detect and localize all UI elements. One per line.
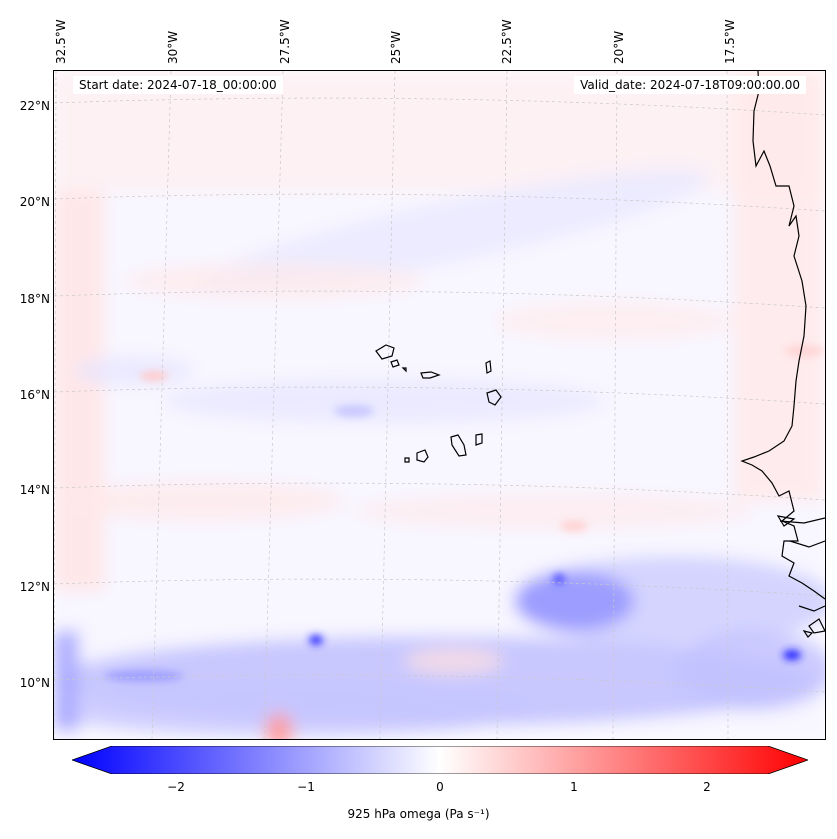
african-coastline	[740, 71, 825, 638]
island-santo-antao	[375, 344, 395, 360]
lon-label-20w: 20°W	[612, 30, 626, 64]
colorbar	[72, 746, 808, 774]
colorbar-tick-label-neg1: −1	[297, 780, 315, 794]
island-brava	[404, 457, 410, 463]
lon-label-22-5w: 22.5°W	[500, 19, 514, 64]
lon-label-27-5w: 27.5°W	[278, 19, 292, 64]
colorbar-tick-label-2: 2	[703, 780, 711, 794]
lat-label-10n: 10°N	[19, 676, 50, 690]
colorbar-tick-label-neg2: −2	[167, 780, 185, 794]
colorbar-tick-label-0: 0	[436, 780, 444, 794]
island-boa-vista	[486, 389, 502, 406]
lat-label-18n: 18°N	[19, 292, 50, 306]
colorbar-gradient	[72, 746, 808, 774]
omega-field-map	[54, 71, 825, 739]
lon-label-25w: 25°W	[389, 30, 403, 64]
island-sal	[485, 360, 492, 374]
island-santa-luzia	[401, 367, 407, 373]
omega-features	[104, 345, 824, 682]
graticule	[54, 71, 825, 739]
cabo-verde-islands	[375, 344, 502, 463]
lat-label-12n: 12°N	[19, 580, 50, 594]
lon-label-30w: 30°W	[166, 30, 180, 64]
island-fogo	[416, 449, 429, 463]
valid-date-label: Valid_date: 2024-07-18T09:00:00.00	[574, 76, 806, 94]
lon-label-32-5w: 32.5°W	[54, 19, 68, 64]
colorbar-tick-label-1: 1	[570, 780, 578, 794]
omega-shading	[54, 71, 825, 739]
island-santiago	[450, 434, 467, 457]
island-maio	[475, 433, 483, 446]
map-panel[interactable]: Start date: 2024-07-18_00:00:00 Valid_da…	[53, 70, 826, 740]
lat-label-22n: 22°N	[19, 99, 50, 113]
island-sao-nicolau	[420, 371, 441, 379]
lat-label-14n: 14°N	[19, 483, 50, 497]
lat-label-16n: 16°N	[19, 388, 50, 402]
island-sao-vicente	[390, 359, 400, 368]
lat-label-20n: 20°N	[19, 195, 50, 209]
lon-label-17-5w: 17.5°W	[723, 19, 737, 64]
colorbar-label: 925 hPa omega (Pa s⁻¹)	[347, 807, 490, 821]
start-date-label: Start date: 2024-07-18_00:00:00	[73, 76, 283, 94]
